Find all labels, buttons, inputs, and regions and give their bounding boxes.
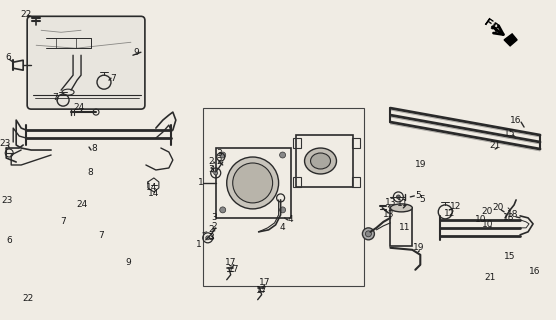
FancyBboxPatch shape	[27, 16, 145, 109]
Ellipse shape	[233, 163, 272, 203]
Text: 7: 7	[52, 92, 58, 102]
Text: 18: 18	[503, 213, 515, 222]
Text: 16: 16	[529, 267, 541, 276]
Text: 5: 5	[415, 191, 421, 200]
Text: 20: 20	[481, 207, 493, 216]
Text: 3: 3	[208, 165, 214, 174]
Bar	[296, 135, 354, 187]
Circle shape	[396, 195, 400, 199]
Circle shape	[206, 236, 210, 240]
Bar	[203, 108, 364, 286]
Text: 12: 12	[444, 209, 455, 218]
Text: 21: 21	[489, 140, 501, 149]
Circle shape	[220, 207, 226, 213]
Circle shape	[220, 152, 226, 158]
Text: 3: 3	[208, 233, 214, 242]
Text: 13: 13	[385, 198, 396, 207]
Text: 12: 12	[450, 202, 461, 212]
Ellipse shape	[305, 148, 336, 174]
Text: 13: 13	[383, 210, 394, 220]
Ellipse shape	[390, 204, 413, 212]
Text: 19: 19	[415, 161, 426, 170]
Text: 1: 1	[198, 179, 203, 188]
Text: 5: 5	[419, 196, 425, 204]
Text: 3: 3	[211, 213, 217, 222]
Text: 21: 21	[484, 273, 496, 282]
Ellipse shape	[311, 153, 330, 169]
Text: 7: 7	[60, 217, 66, 226]
Text: 20: 20	[493, 204, 504, 212]
Text: 15: 15	[504, 129, 516, 138]
Circle shape	[280, 152, 286, 158]
Text: 14: 14	[146, 183, 157, 192]
Text: 22: 22	[21, 10, 32, 19]
Text: 4: 4	[288, 215, 294, 224]
Text: 18: 18	[507, 210, 519, 220]
Text: 7: 7	[98, 231, 104, 240]
Text: 3: 3	[216, 148, 222, 157]
Text: 11: 11	[399, 223, 410, 232]
Ellipse shape	[227, 157, 279, 209]
Circle shape	[214, 171, 218, 175]
Text: 24: 24	[76, 200, 88, 209]
Bar	[353, 177, 360, 187]
Text: 2: 2	[208, 157, 214, 166]
Bar	[292, 177, 301, 187]
Bar	[216, 148, 291, 218]
Text: 9: 9	[133, 48, 139, 57]
Text: 9: 9	[125, 258, 131, 267]
Text: 24: 24	[73, 103, 85, 112]
Bar	[292, 138, 301, 148]
Text: 10: 10	[475, 215, 487, 224]
Text: 16: 16	[510, 116, 522, 124]
Text: 17: 17	[225, 258, 236, 267]
Text: 10: 10	[483, 220, 494, 229]
Text: 17: 17	[256, 286, 267, 295]
Text: 17: 17	[228, 265, 240, 274]
Text: 15: 15	[504, 252, 516, 261]
Circle shape	[365, 231, 371, 237]
Text: 1: 1	[196, 240, 202, 249]
Text: 7: 7	[110, 74, 116, 83]
Bar	[390, 208, 413, 246]
Text: FR.: FR.	[482, 17, 505, 37]
Text: 22: 22	[23, 294, 34, 303]
Circle shape	[280, 207, 286, 213]
Text: 19: 19	[413, 243, 424, 252]
Text: 4: 4	[280, 223, 285, 232]
Text: 8: 8	[87, 168, 93, 178]
Bar	[353, 138, 360, 148]
Circle shape	[363, 228, 374, 240]
Polygon shape	[504, 34, 517, 46]
Text: 6: 6	[6, 236, 12, 245]
Text: 2: 2	[216, 157, 221, 166]
Text: 23: 23	[2, 196, 13, 205]
Text: 11: 11	[396, 199, 408, 208]
Text: 2: 2	[211, 222, 217, 231]
Text: 14: 14	[148, 189, 160, 198]
Text: 23: 23	[0, 139, 11, 148]
Text: 6: 6	[6, 53, 11, 62]
Text: 8: 8	[91, 144, 97, 153]
Text: 2: 2	[208, 225, 214, 234]
Text: 17: 17	[259, 278, 270, 287]
